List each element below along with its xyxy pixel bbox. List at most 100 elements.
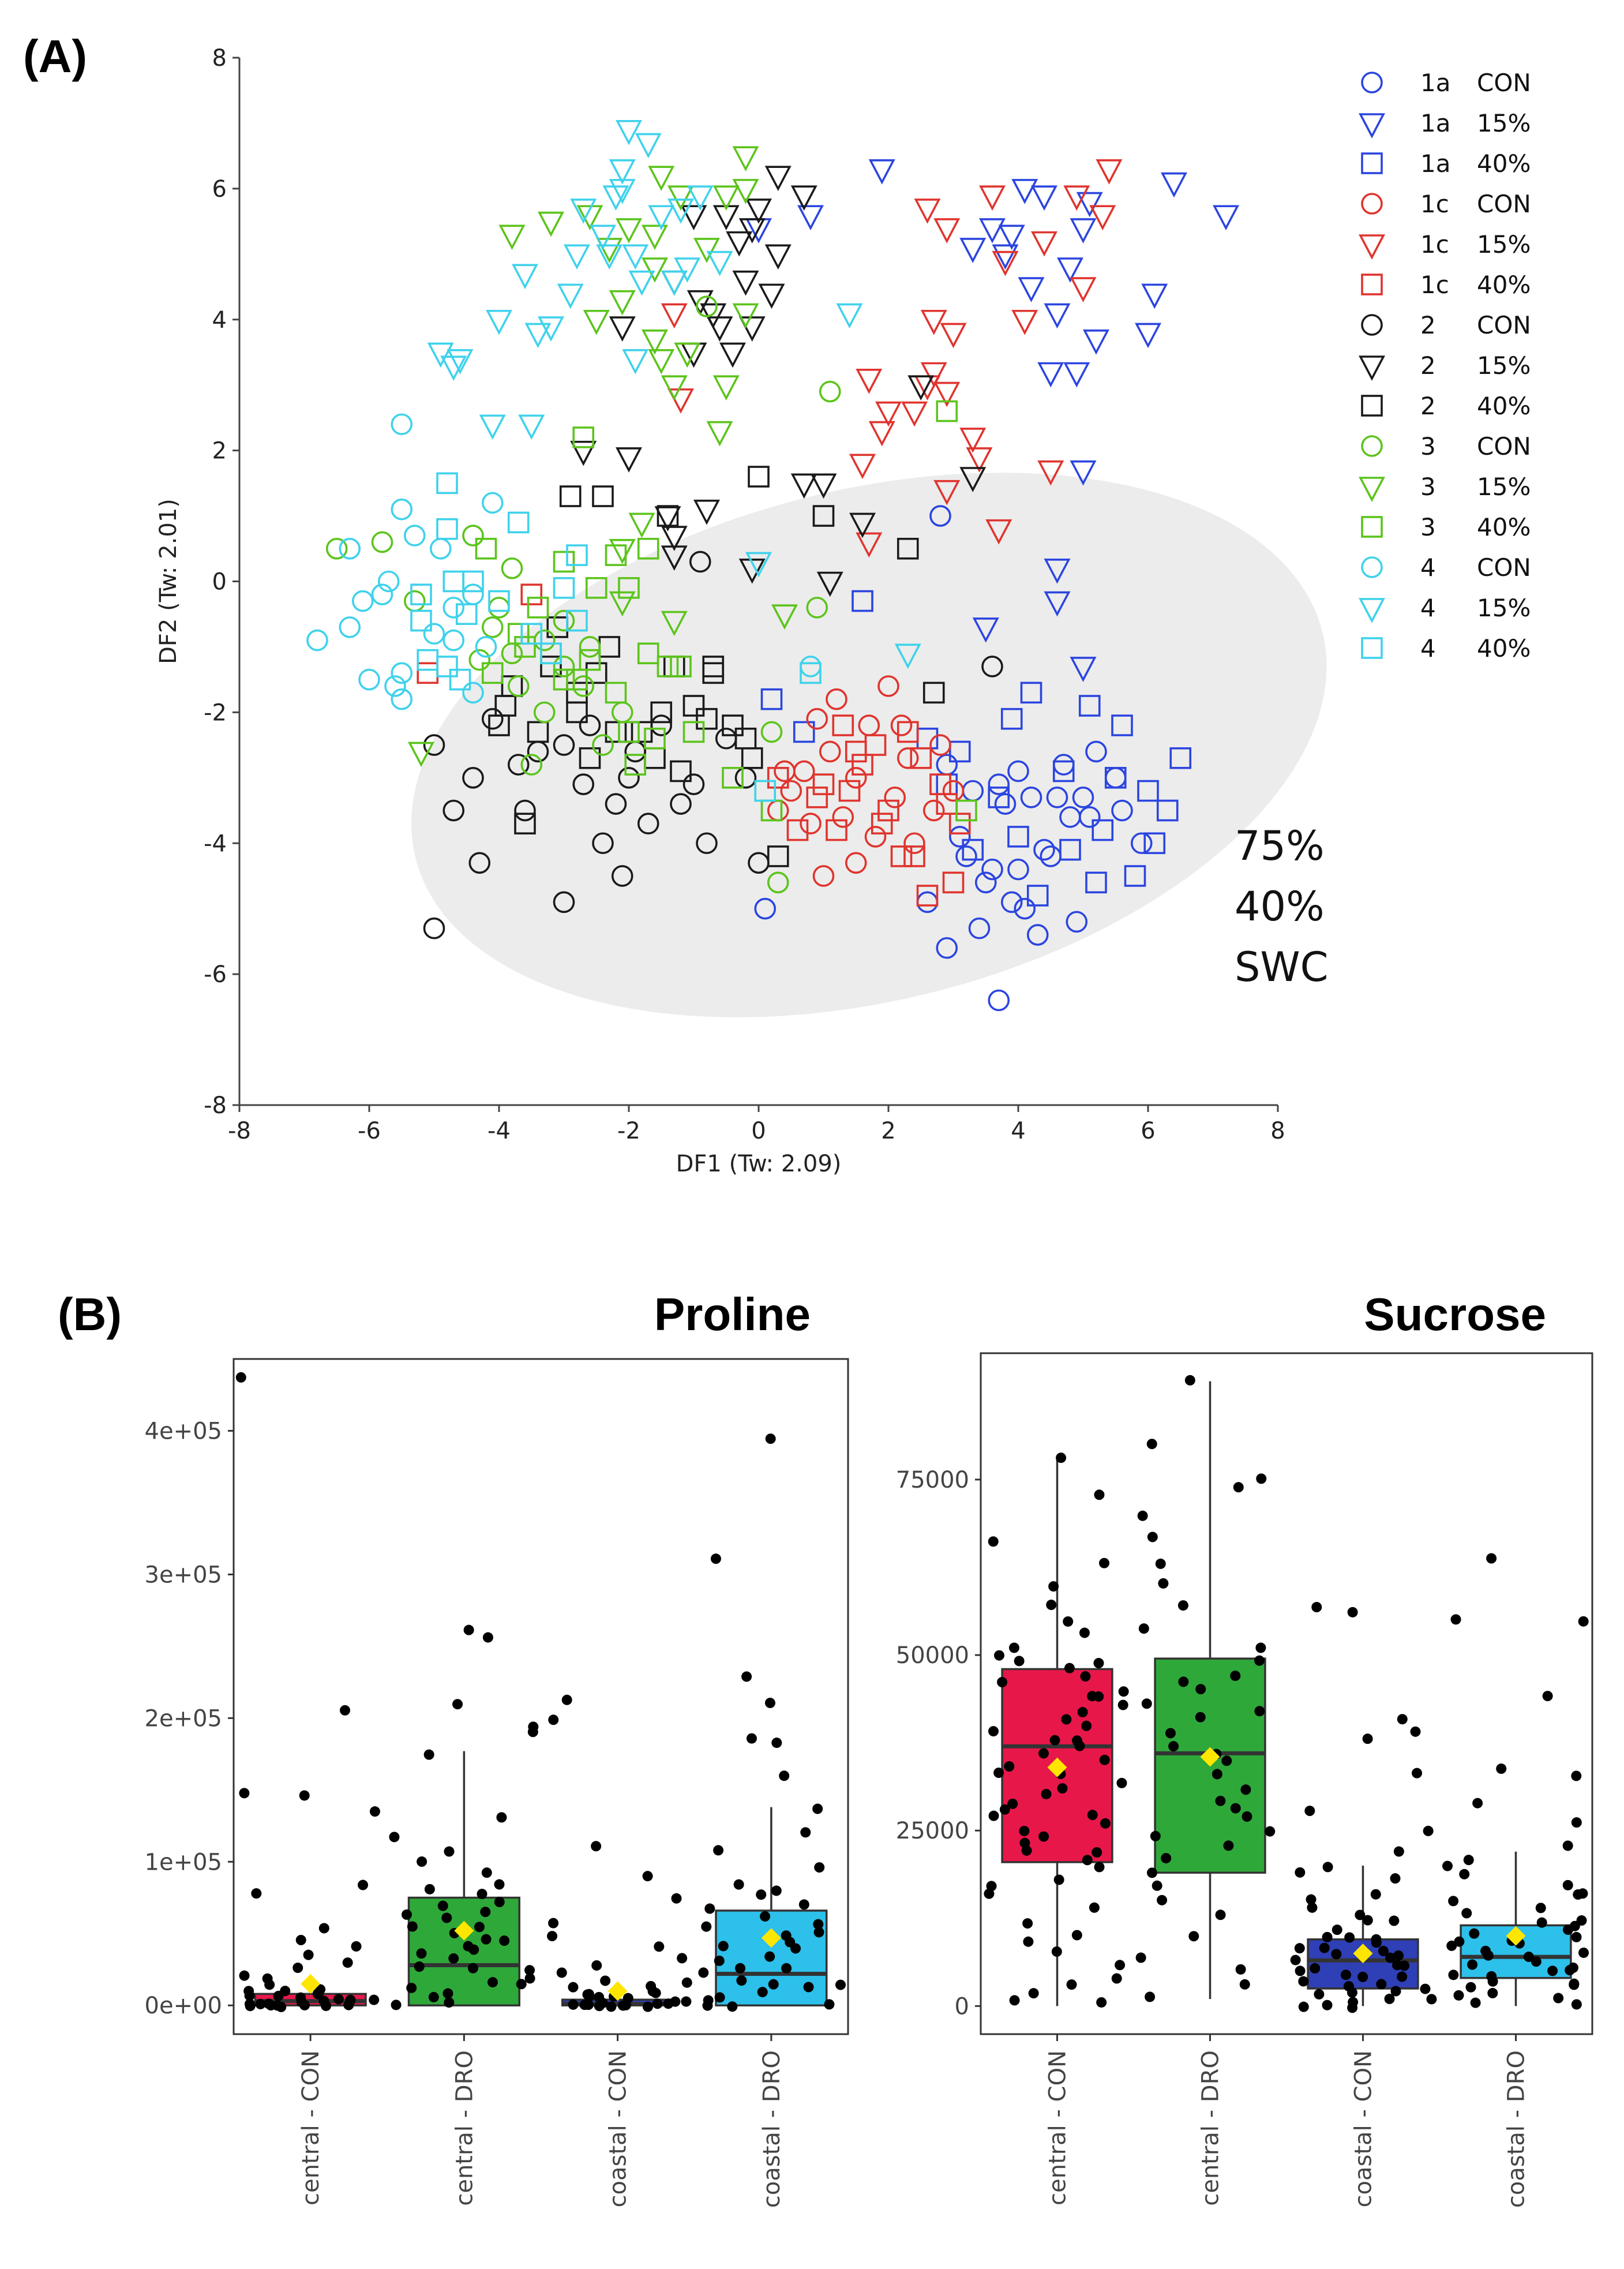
data-point <box>538 211 564 237</box>
observation-point <box>642 2001 653 2012</box>
legend-symbol <box>1359 477 1385 502</box>
observation-point <box>642 1871 653 1882</box>
data-point <box>590 224 616 250</box>
observation-point <box>548 1918 559 1929</box>
observation-point <box>1562 1879 1573 1890</box>
data-point <box>637 642 659 665</box>
observation-point <box>1397 1971 1408 1982</box>
legend-symbol <box>1359 355 1385 381</box>
data-point <box>475 537 497 560</box>
data-point <box>1092 819 1114 841</box>
data-point <box>933 480 961 506</box>
data-point <box>358 668 380 691</box>
observation-point <box>407 1921 418 1932</box>
legend-symbol <box>1361 152 1383 174</box>
observation-point <box>771 1738 782 1748</box>
data-point <box>914 199 941 224</box>
observation-point <box>698 1967 709 1978</box>
y-tick-label: -8 <box>204 1092 227 1119</box>
y-tick-label: 6 <box>212 176 227 203</box>
observation-point <box>1463 1855 1474 1866</box>
x-tick-label: -2 <box>617 1118 640 1144</box>
data-point <box>661 270 688 296</box>
data-point <box>410 609 432 632</box>
data-point <box>351 590 374 612</box>
data-point <box>609 538 636 564</box>
data-point <box>702 662 725 684</box>
observation-point <box>997 1677 1008 1688</box>
data-point <box>897 721 919 743</box>
data-point <box>553 891 575 913</box>
data-point <box>981 656 1003 677</box>
data-point <box>1104 767 1127 789</box>
observation-point <box>988 1536 999 1547</box>
data-point <box>696 707 718 730</box>
data-point <box>442 570 465 593</box>
observation-point <box>1223 1840 1234 1851</box>
observation-point <box>1057 1783 1068 1794</box>
data-point <box>616 447 642 473</box>
data-point <box>479 414 506 440</box>
observation-point <box>779 1770 790 1781</box>
observation-point <box>1459 1869 1470 1879</box>
box-iqr <box>407 1896 520 2006</box>
data-point <box>410 583 432 605</box>
data-point <box>566 682 588 704</box>
legend-symbol <box>1361 435 1383 457</box>
data-point <box>592 832 614 855</box>
observation-point <box>299 2000 310 2010</box>
data-point <box>972 617 999 643</box>
x-tick-label: coastal - DRO <box>759 2050 785 2208</box>
observation-point <box>1116 1777 1127 1788</box>
observation-point <box>494 1896 505 1907</box>
legend-group-label: 3 <box>1420 432 1436 460</box>
observation-point <box>1344 1932 1355 1943</box>
data-point <box>403 525 426 546</box>
observation-point <box>671 1893 682 1904</box>
data-point <box>890 845 913 867</box>
observation-point <box>351 1941 362 1952</box>
data-point <box>403 590 426 612</box>
data-point <box>754 897 777 920</box>
data-point <box>1130 832 1153 855</box>
mean-marker <box>301 1974 321 1994</box>
observation-point <box>652 1998 663 2009</box>
data-point <box>481 662 504 684</box>
observation-point <box>264 1979 275 1990</box>
observation-point <box>1147 1532 1158 1542</box>
observation-point <box>654 1941 665 1952</box>
data-point <box>767 767 789 789</box>
observation-point <box>1542 1691 1553 1702</box>
data-point <box>628 512 655 538</box>
data-point <box>894 643 921 669</box>
data-point <box>486 309 512 335</box>
data-point <box>622 349 649 375</box>
observation-point <box>1254 1706 1265 1717</box>
data-point <box>391 498 413 521</box>
mean-marker <box>1047 1757 1067 1777</box>
data-point <box>790 185 817 211</box>
data-point <box>712 185 740 211</box>
data-point <box>609 179 636 204</box>
data-point <box>689 551 711 573</box>
observation-point <box>1355 1909 1366 1920</box>
observation-point <box>1523 1951 1534 1962</box>
observation-point <box>448 1953 459 1964</box>
observation-point <box>1099 1754 1110 1765</box>
observation-point <box>1569 1978 1580 1989</box>
data-point <box>1111 714 1133 736</box>
observation-point <box>480 1907 491 1918</box>
data-point <box>696 295 718 317</box>
observation-point <box>1080 1671 1091 1682</box>
observation-point <box>1442 1860 1453 1871</box>
observation-point <box>790 1943 801 1954</box>
observation-point <box>318 1995 329 2006</box>
observation-point <box>1071 1735 1082 1746</box>
sucrose-boxplot: Sucrose 0 25000 50000 75000 central - CON cen… <box>896 1289 1593 2208</box>
observation-point <box>1028 1988 1039 1999</box>
data-point <box>648 166 675 192</box>
observation-point <box>333 1994 344 2005</box>
observation-point <box>1573 1889 1584 1900</box>
observation-point <box>1347 1607 1358 1617</box>
